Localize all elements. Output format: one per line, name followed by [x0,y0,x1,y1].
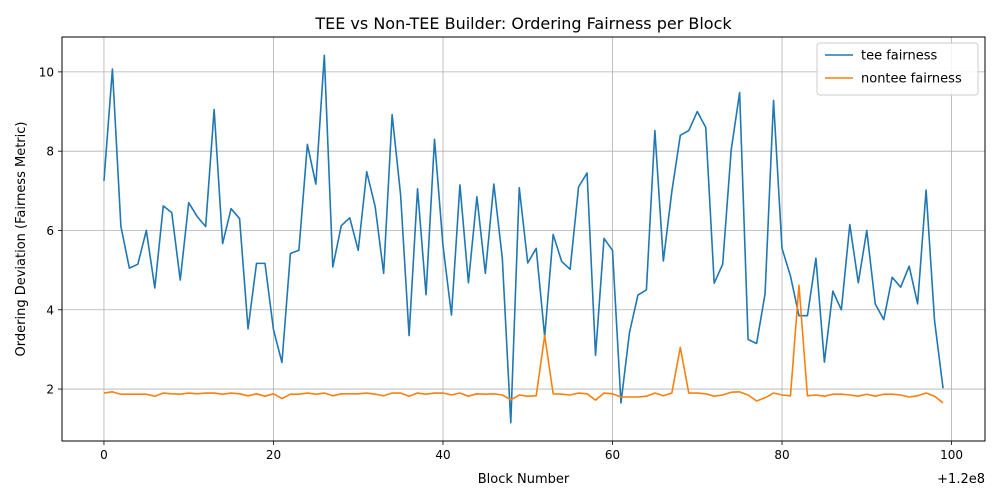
x-axis-label: Block Number [478,472,570,487]
ticks: 0 20 40 60 80 100 2 4 6 8 10 [39,65,963,462]
x-tick-label: 100 [940,448,963,462]
chart-title: TEE vs Non-TEE Builder: Ordering Fairnes… [314,14,732,33]
x-tick-label: 60 [605,448,620,462]
x-offset-label: +1.2e8 [937,472,985,487]
series-line-tee [103,54,944,424]
plot-frame [61,36,986,442]
y-axis-label: Ordering Deviation (Fairness Metric) [14,122,29,357]
series-layer [103,54,944,424]
legend-label-tee: tee fairness [861,49,938,64]
legend-box [816,42,979,96]
y-tick-label: 6 [46,224,54,238]
series-line-nontee [103,284,944,404]
y-tick-label: 2 [46,383,54,397]
y-tick-label: 10 [39,65,54,79]
x-tick-label: 0 [100,448,108,462]
legend: tee fairness nontee fairness [816,42,979,96]
x-tick-label: 20 [266,448,281,462]
legend-label-nontee: nontee fairness [861,72,962,87]
y-tick-label: 4 [46,303,54,317]
x-tick-label: 80 [774,448,789,462]
x-tick-label: 40 [435,448,450,462]
y-tick-label: 8 [46,145,54,159]
